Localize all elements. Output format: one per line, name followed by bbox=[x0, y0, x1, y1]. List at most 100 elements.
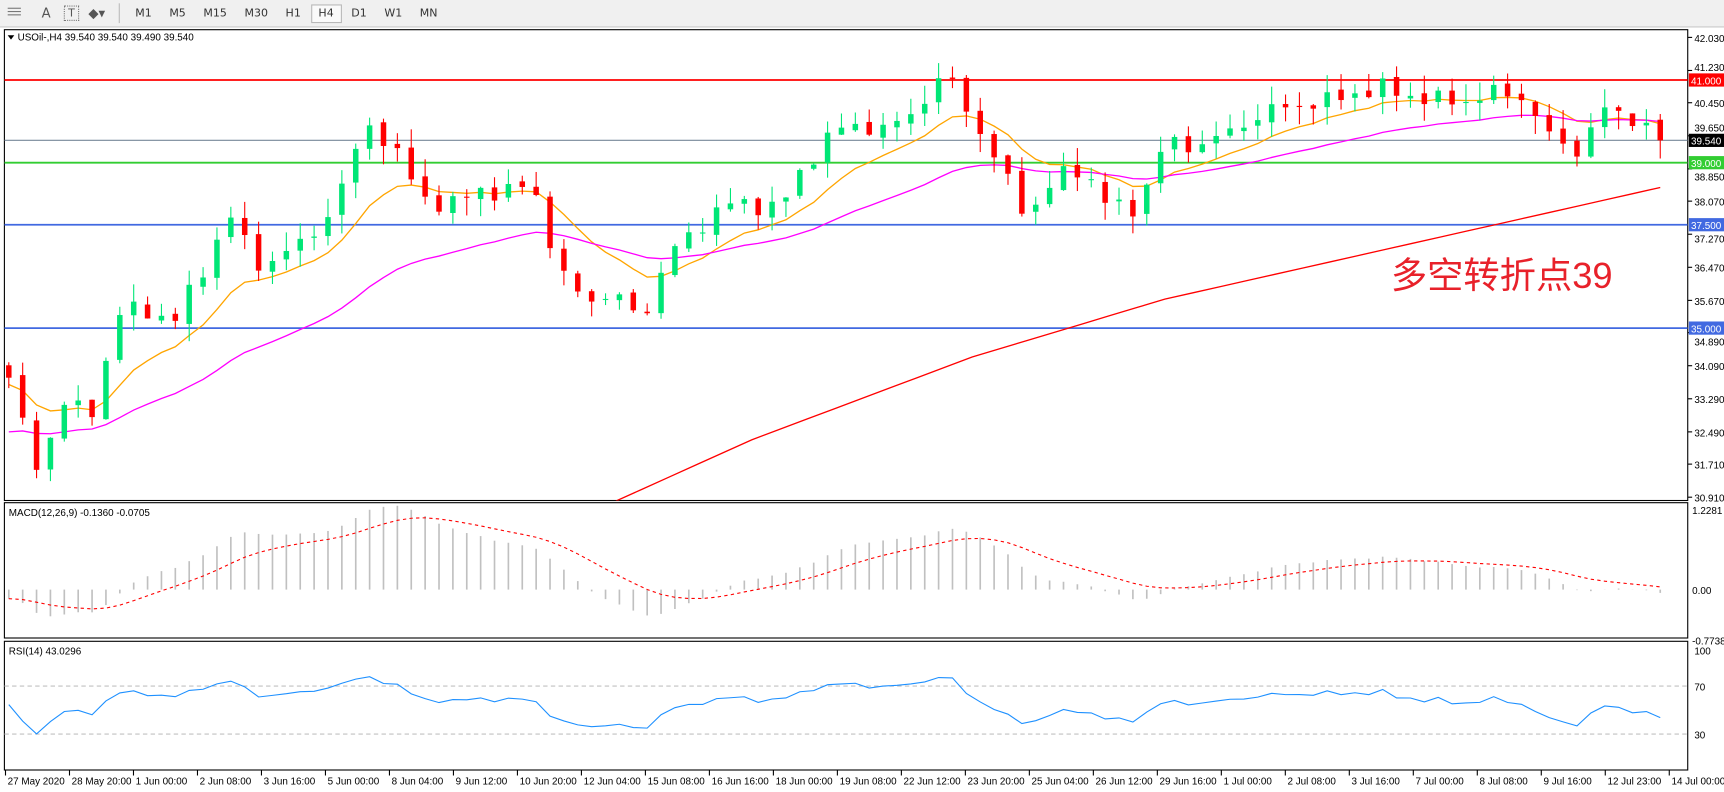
timeframe-w1[interactable]: W1 bbox=[384, 7, 403, 20]
text-a-icon[interactable]: A bbox=[41, 5, 51, 21]
price-tick-label: 39.650 bbox=[1694, 124, 1724, 135]
time-label: 3 Jun 16:00 bbox=[264, 776, 316, 787]
candle-body bbox=[408, 147, 414, 180]
candle bbox=[921, 85, 928, 127]
candle-body bbox=[991, 134, 997, 158]
macd-tick-label: 0.00 bbox=[1692, 586, 1712, 597]
timeframe-m15[interactable]: M15 bbox=[203, 7, 227, 20]
candle bbox=[228, 206, 234, 244]
price-tick-label: 34.890 bbox=[1694, 338, 1724, 349]
grid-icon[interactable] bbox=[2, 2, 28, 24]
candle bbox=[130, 284, 137, 331]
candle bbox=[200, 267, 206, 295]
price-tag-39.540 bbox=[1688, 133, 1724, 147]
candle bbox=[158, 303, 165, 324]
candle-body bbox=[1379, 78, 1386, 98]
toolbar: A T ◆▾ M1 M5 M15 M30 H1 H4 D1 W1 MN bbox=[0, 0, 1724, 28]
rsi-tick-label: 100 bbox=[1694, 646, 1711, 657]
candle-body bbox=[1241, 127, 1247, 132]
time-label: 26 Jun 12:00 bbox=[1096, 776, 1154, 787]
macd-panel-frame bbox=[3, 502, 1689, 639]
time-label: 22 Jun 12:00 bbox=[904, 776, 962, 787]
candle bbox=[436, 185, 442, 216]
candle-body bbox=[852, 123, 859, 131]
candle bbox=[1366, 73, 1372, 99]
candle bbox=[1060, 152, 1067, 191]
time-label: 8 Jul 08:00 bbox=[1479, 776, 1528, 787]
time-label: 8 Jun 04:00 bbox=[392, 776, 444, 787]
candle bbox=[644, 303, 650, 316]
candle-body bbox=[755, 198, 761, 216]
chart-area[interactable]: 多空转折点39 USOil-,H4 39.540 39.540 39.490 39… bbox=[0, 28, 1724, 792]
candle bbox=[269, 251, 276, 285]
candle-body bbox=[616, 294, 623, 301]
candle-body bbox=[1171, 136, 1178, 150]
timeframe-m30[interactable]: M30 bbox=[244, 7, 268, 20]
candle-body bbox=[491, 187, 498, 201]
candle bbox=[630, 289, 637, 313]
candle-body bbox=[658, 272, 664, 314]
price-tag-label: 37.500 bbox=[1691, 221, 1722, 232]
candle bbox=[880, 113, 886, 149]
price-tick-label: 40.450 bbox=[1694, 99, 1724, 110]
candle-body bbox=[1255, 120, 1261, 126]
candle bbox=[6, 362, 12, 389]
candle bbox=[1324, 75, 1330, 125]
candle-body bbox=[394, 143, 401, 149]
price-tick-label: 32.490 bbox=[1694, 428, 1724, 439]
symbol-label: USOil-,H4 39.540 39.540 39.490 39.540 bbox=[18, 33, 195, 44]
candle bbox=[89, 399, 95, 426]
rsi-label: RSI(14) 43.0296 bbox=[9, 646, 82, 657]
candle-body bbox=[200, 277, 206, 287]
candle-body bbox=[1213, 135, 1219, 144]
candle bbox=[1185, 126, 1192, 163]
candle bbox=[1338, 74, 1344, 110]
candle bbox=[741, 195, 748, 214]
candle-body bbox=[1130, 199, 1136, 217]
candle bbox=[1213, 121, 1219, 159]
timeframe-h1[interactable]: H1 bbox=[285, 7, 301, 20]
time-label: 15 Jun 08:00 bbox=[648, 776, 706, 787]
candle bbox=[1032, 196, 1039, 225]
timeframe-h4[interactable]: H4 bbox=[310, 3, 342, 23]
time-label: 29 Jun 16:00 bbox=[1160, 776, 1218, 787]
price-tick-label: 35.670 bbox=[1694, 297, 1724, 308]
shapes-icon[interactable]: ◆▾ bbox=[88, 5, 106, 21]
candle bbox=[852, 112, 859, 132]
candle bbox=[1199, 130, 1206, 154]
candle bbox=[75, 385, 81, 418]
candle bbox=[1490, 75, 1497, 104]
ma-slow-line bbox=[615, 186, 1661, 501]
timeframe-d1[interactable]: D1 bbox=[351, 7, 367, 20]
timeframe-mn[interactable]: MN bbox=[419, 7, 438, 20]
candle bbox=[1157, 136, 1164, 193]
candle-body bbox=[477, 187, 484, 200]
candle bbox=[422, 159, 428, 205]
candle-body bbox=[450, 196, 456, 214]
candle-body bbox=[783, 197, 789, 202]
candle bbox=[339, 170, 345, 234]
time-label: 19 Jun 08:00 bbox=[840, 776, 898, 787]
candle bbox=[1255, 104, 1261, 140]
candle-body bbox=[1532, 101, 1539, 116]
timeframe-m1[interactable]: M1 bbox=[135, 7, 152, 20]
ma-fast-line bbox=[8, 96, 1661, 412]
candle-body bbox=[866, 121, 872, 135]
candle-body bbox=[838, 127, 845, 135]
candle bbox=[616, 292, 623, 310]
candle bbox=[297, 223, 303, 267]
candle-body bbox=[436, 195, 442, 212]
candle-body bbox=[1046, 187, 1053, 205]
candle bbox=[491, 177, 498, 211]
time-label: 2 Jul 08:00 bbox=[1288, 776, 1337, 787]
text-box-icon[interactable]: T bbox=[63, 5, 80, 21]
candle-body bbox=[1546, 115, 1552, 132]
candle bbox=[575, 270, 581, 298]
timeframe-m5[interactable]: M5 bbox=[169, 7, 186, 20]
time-label: 18 Jun 00:00 bbox=[776, 776, 834, 787]
candle bbox=[1629, 113, 1636, 132]
toolbar-separator bbox=[118, 3, 120, 24]
candle bbox=[977, 97, 983, 153]
candle bbox=[1130, 189, 1136, 234]
